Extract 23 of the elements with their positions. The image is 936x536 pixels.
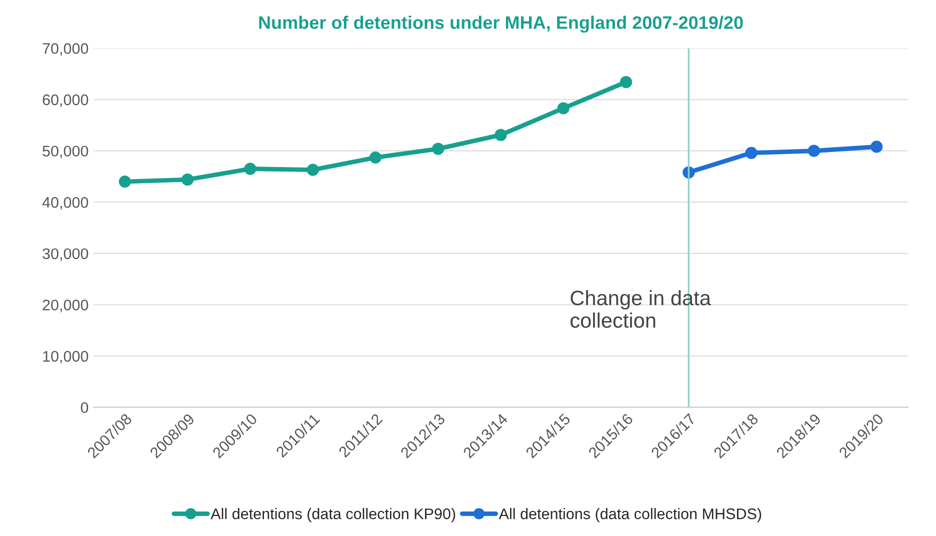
y-tick-label: 20,000 <box>42 300 88 312</box>
y-tick-label: 70,000 <box>42 43 88 56</box>
y-tick-label: 60,000 <box>42 94 88 108</box>
point <box>306 164 319 176</box>
point <box>118 176 131 188</box>
point <box>808 144 820 157</box>
point <box>745 146 758 159</box>
y-tick-label: 0 <box>80 402 88 414</box>
point <box>244 162 256 175</box>
y-tick-label: 10,000 <box>43 350 88 364</box>
point <box>557 102 570 114</box>
point <box>369 151 382 164</box>
y-tick-label: 50,000 <box>42 146 88 158</box>
point <box>620 76 632 88</box>
chart-title: Number of detentions under MHA, England 2007-2019/20 <box>259 16 743 33</box>
point <box>494 128 507 142</box>
y-tick-label: 30,000 <box>42 248 88 261</box>
point <box>432 142 444 155</box>
legend-label: All detentions (data collection MHSDS) <box>498 508 762 522</box>
point <box>181 174 194 186</box>
y-tick-label: 40,000 <box>42 197 88 210</box>
legend-label: All detentions (data collection KP90) <box>210 508 456 522</box>
point <box>870 140 883 153</box>
